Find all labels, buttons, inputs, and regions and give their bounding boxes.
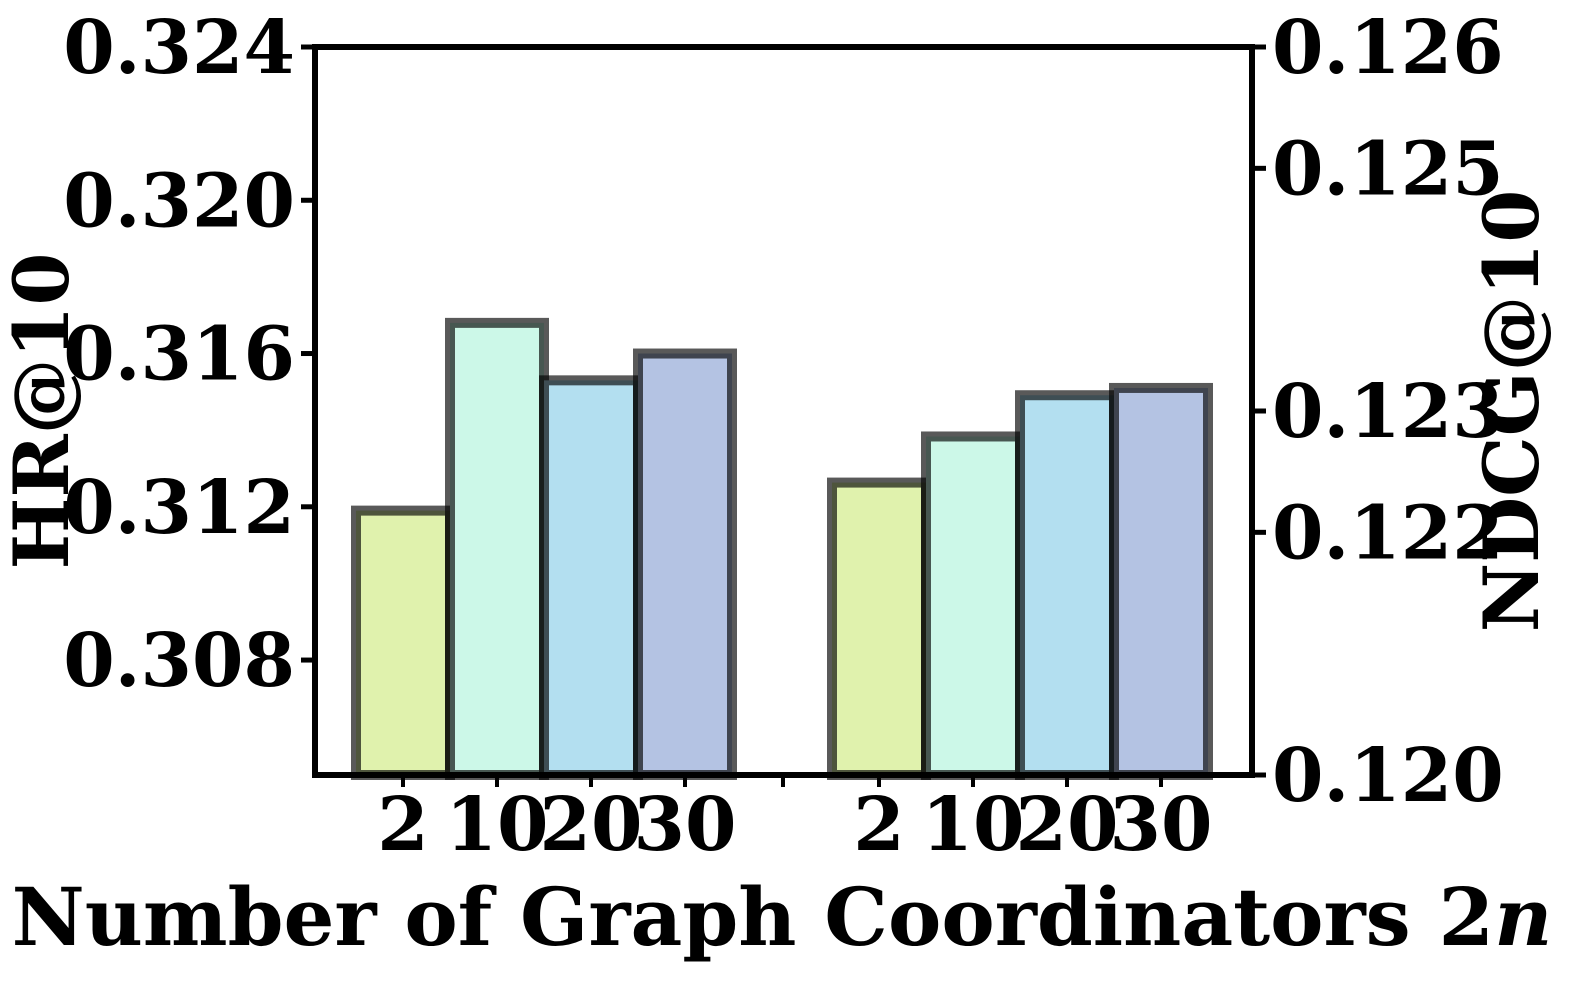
right-y-tick-label: 0.125: [1272, 126, 1504, 212]
left-y-tick-label: 0.320: [63, 158, 295, 244]
x-tick-label-10: 10: [922, 782, 1025, 868]
x-tick-label-20: 20: [540, 782, 643, 868]
left-y-tick-label: 0.316: [63, 312, 295, 398]
x-tick-label-2: 2: [853, 782, 905, 868]
bar-2-2: [827, 477, 931, 780]
right-y-tick-label: 0.120: [1272, 733, 1504, 819]
left-y-axis: 0.308 0.312 0.316 0.320 0.324: [63, 5, 315, 704]
x-axis-title: Number of Graph Coordinators 2n: [12, 870, 1553, 964]
right-y-tick-label: 0.126: [1272, 5, 1504, 91]
bar-2-10: [921, 431, 1025, 780]
x-tick-label-30: 30: [1110, 782, 1213, 868]
right-y-axis-title: NDCG@10: [1467, 190, 1556, 633]
x-tick-label-20: 20: [1016, 782, 1119, 868]
left-y-tick-label: 0.308: [63, 618, 295, 704]
left-y-axis-title: HR@10: [0, 253, 86, 570]
right-y-tick-label: 0.122: [1272, 490, 1504, 576]
right-y-axis: 0.120 0.122 0.123 0.125 0.126: [1252, 5, 1504, 819]
bars-layer: [351, 317, 1213, 780]
right-y-tick-label: 0.123: [1272, 369, 1504, 455]
left-y-tick-label: 0.312: [63, 465, 295, 551]
left-y-tick-label: 0.324: [63, 5, 295, 91]
x-axis-title-main: Number of Graph Coordinators 2: [12, 870, 1495, 964]
bar-2-20: [1015, 390, 1119, 780]
bar-1-30: [633, 348, 737, 780]
x-tick-label-2: 2: [377, 782, 429, 868]
bar-2-30: [1109, 382, 1213, 780]
bar-1-2: [351, 505, 455, 780]
bar-1-20: [539, 375, 643, 780]
x-tick-label-30: 30: [634, 782, 737, 868]
x-tick-label-10: 10: [446, 782, 549, 868]
x-axis-title-italic: n: [1494, 870, 1552, 964]
bar-1-10: [445, 317, 549, 780]
